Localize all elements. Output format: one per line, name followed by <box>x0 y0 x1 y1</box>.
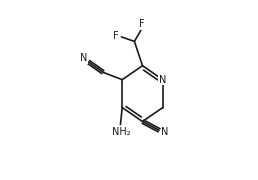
Text: N: N <box>80 53 87 63</box>
Text: F: F <box>113 31 118 41</box>
Text: N: N <box>161 127 169 137</box>
Text: N: N <box>159 75 166 85</box>
Text: F: F <box>139 19 145 29</box>
Text: NH₂: NH₂ <box>112 127 131 137</box>
